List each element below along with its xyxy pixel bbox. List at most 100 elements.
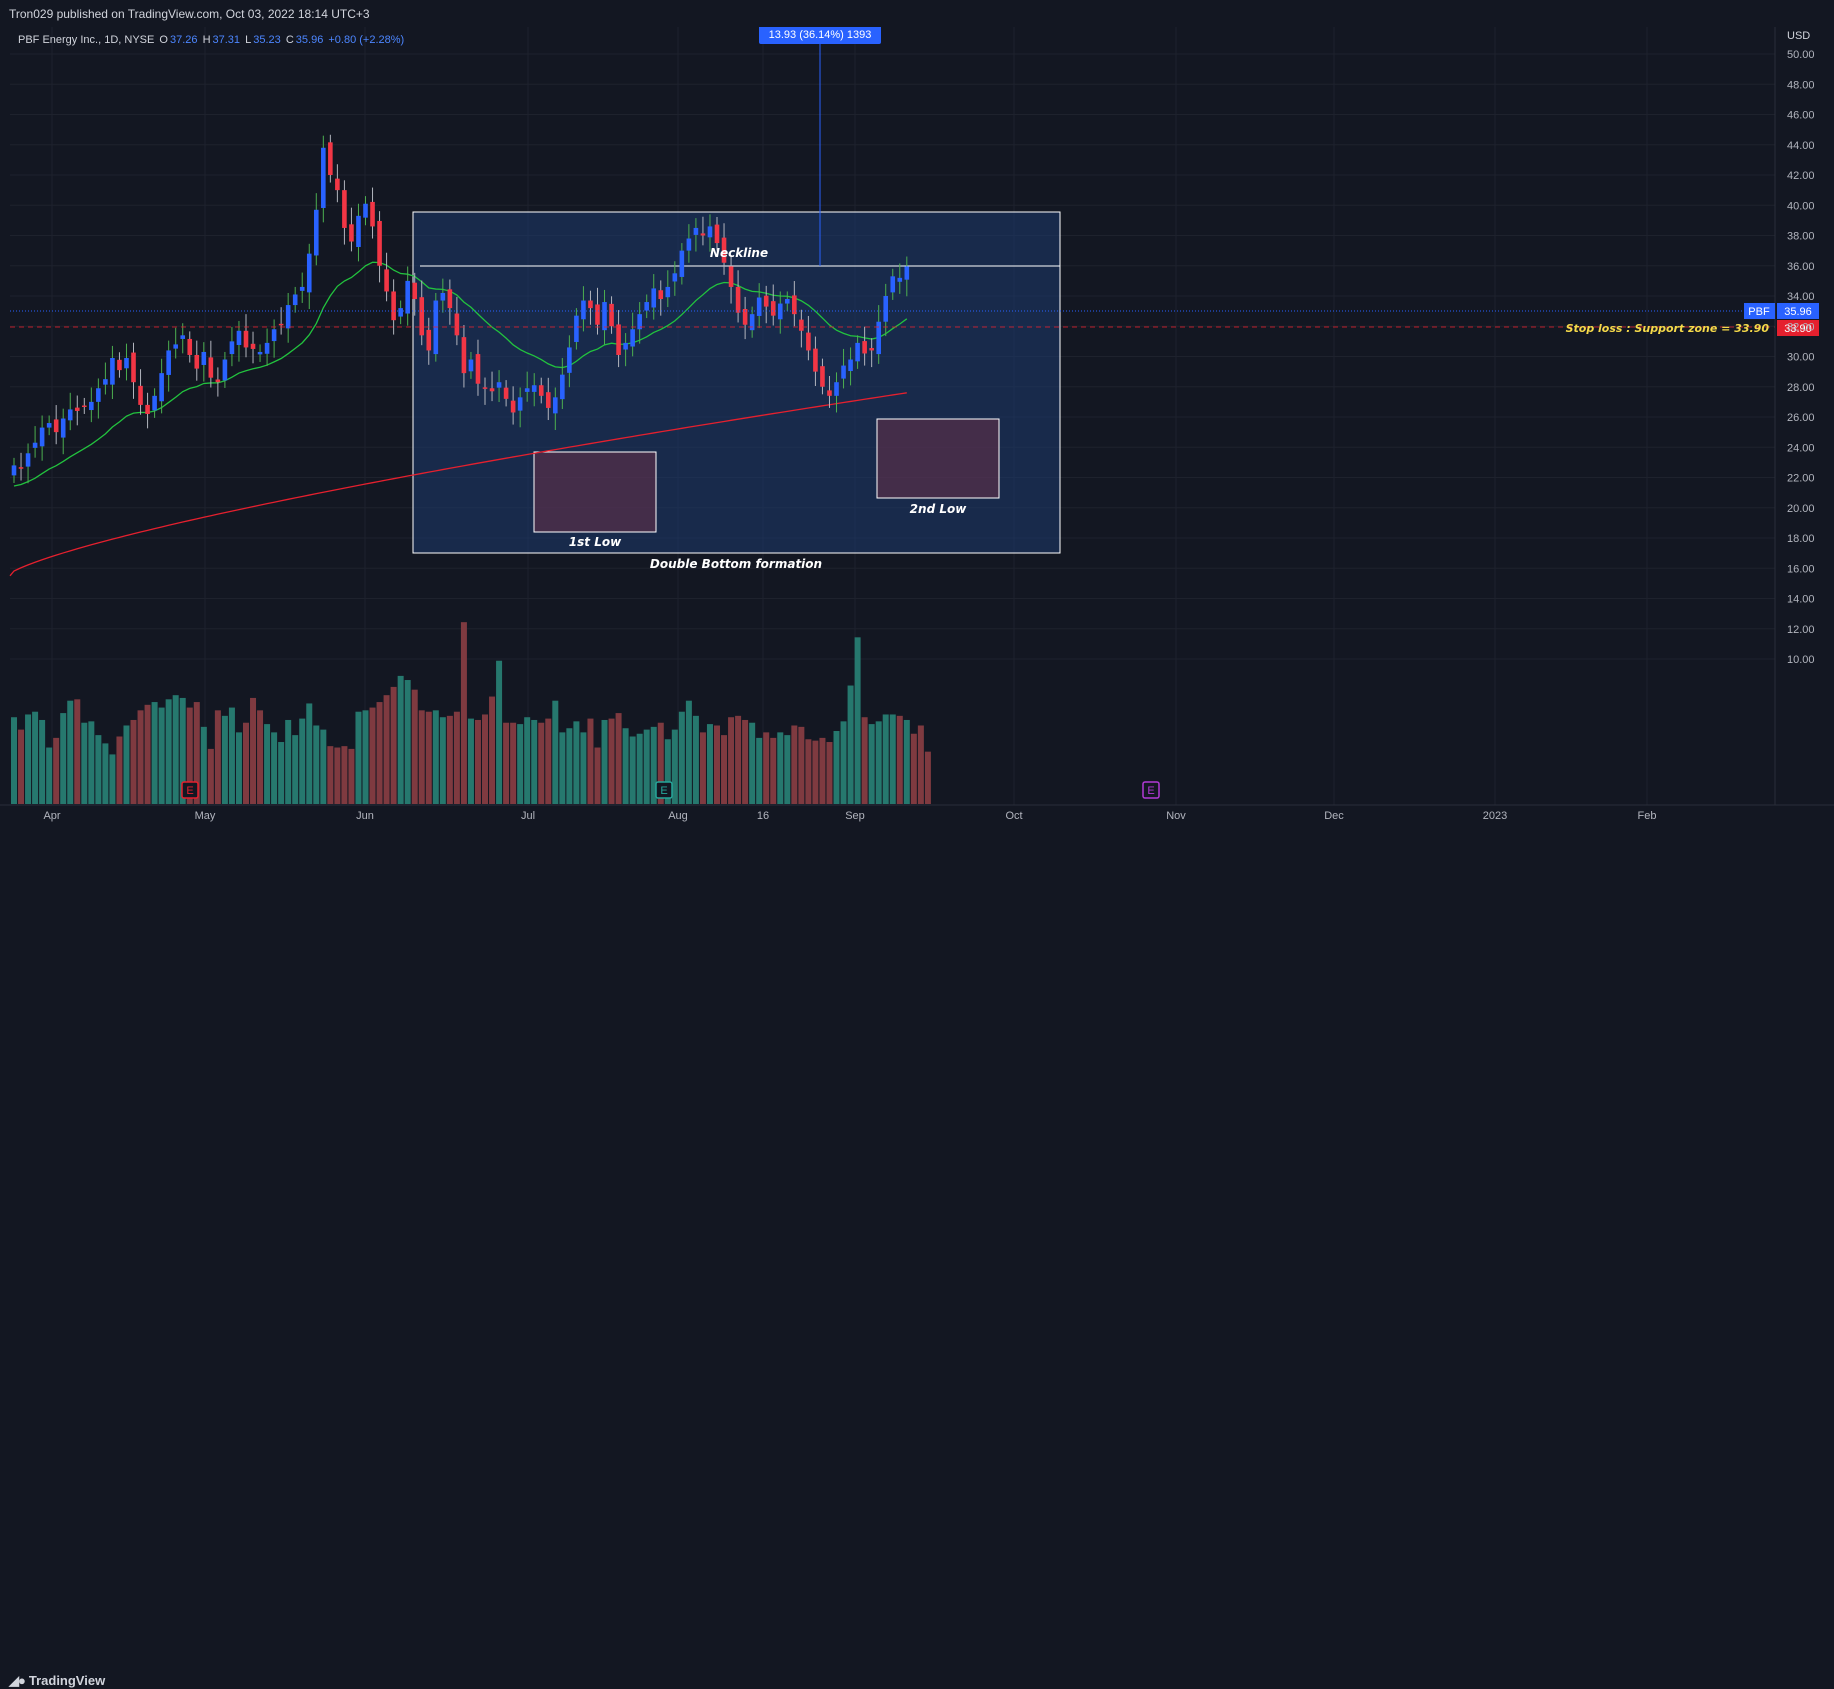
y-ticks: 50.00 48.00 46.00 44.00 42.00 40.00 38.00 36.00… (1787, 49, 1815, 666)
y-tick-label: 22.00 (1787, 473, 1815, 485)
candle-body (299, 286, 305, 291)
y-tick-label: 10.00 (1787, 654, 1815, 666)
candle-body (398, 308, 403, 317)
legend: PBF Energy Inc., 1D, NYSE O 37.26 H 37.31 … (18, 34, 406, 46)
volume-bar (60, 713, 67, 804)
candle-body (503, 387, 509, 399)
volume-bar (439, 717, 446, 804)
candle-body (271, 329, 277, 342)
volume-bar (186, 707, 193, 804)
candle-body (890, 276, 896, 293)
candle-body (679, 250, 685, 277)
y-tick-label: 50.00 (1787, 49, 1815, 61)
price-chart[interactable]: Neckline 1st Low 2nd Low Double Bottom f… (0, 27, 1834, 832)
volume-bar (798, 726, 805, 804)
candle-body (763, 295, 769, 307)
candle-body (524, 388, 530, 392)
last-price-text: 35.96 (1784, 306, 1812, 318)
volume-bar (144, 704, 151, 804)
y-tick-label: 18.00 (1787, 533, 1815, 545)
volume-bar (467, 718, 474, 804)
volume-bar (130, 719, 137, 804)
volume-bar (242, 722, 249, 804)
candle-body (538, 385, 544, 396)
candle-body (180, 335, 186, 339)
candle-body (468, 359, 474, 372)
volume-bar (896, 715, 903, 804)
volume-bar (784, 735, 791, 804)
candles (11, 134, 910, 484)
volume-bar (573, 721, 580, 804)
x-tick-label: Oct (1005, 810, 1022, 822)
candle-body (651, 288, 657, 308)
volume-bar (924, 751, 931, 804)
low-label: L (245, 34, 252, 46)
volume-bar (200, 726, 207, 804)
high-label: H (202, 34, 211, 46)
volume-bar (749, 722, 756, 804)
candle-body (96, 388, 101, 402)
volume-bar (742, 719, 749, 804)
candle-body (264, 342, 270, 354)
price-axis[interactable]: USD PBF 35.96 33.90 (0, 27, 1834, 806)
candle-body (904, 266, 910, 280)
volume-bar (714, 725, 720, 804)
change-value: +0.80 (+2.28%) (328, 34, 405, 46)
volume-bar (692, 715, 699, 804)
high-value: 37.31 (212, 34, 241, 46)
volume-bar (341, 746, 348, 804)
candle-body (827, 390, 832, 396)
volume-bar (95, 735, 102, 804)
candle-body (131, 352, 136, 383)
volume-bar (608, 718, 615, 804)
candle-body (18, 467, 24, 469)
candle-body (813, 348, 818, 372)
y-tick-label: 38.00 (1787, 231, 1815, 243)
volume-bar (496, 660, 503, 804)
volume-bar (510, 722, 517, 804)
moving-averages (9, 261, 908, 577)
tradingview-logo[interactable]: ◢● TradingView (9, 1673, 105, 1689)
candle-body (855, 342, 860, 362)
volume-bar (158, 707, 165, 804)
y-tick-label: 16.00 (1787, 563, 1815, 575)
candle-body (173, 344, 178, 349)
x-tick-label: Jun (356, 810, 374, 822)
volume-bar (446, 715, 453, 804)
candle-body (250, 343, 256, 349)
candle-body (531, 385, 537, 392)
volume-bar (74, 699, 81, 804)
candle-body (67, 409, 73, 421)
candle-body (820, 366, 825, 387)
y-tick-label: 48.00 (1787, 79, 1815, 91)
candle-body (201, 351, 207, 365)
earnings-marker (655, 781, 673, 799)
volume-bar (552, 700, 559, 804)
volume-bar (903, 719, 910, 804)
volume-bar (207, 748, 214, 804)
candle-body (25, 453, 31, 467)
volume-bar (826, 742, 833, 804)
open-label: O (159, 34, 168, 46)
y-tick-label: 40.00 (1787, 200, 1815, 212)
volume-bar (362, 710, 369, 804)
y-tick-label: 42.00 (1787, 170, 1815, 182)
candle-body (510, 400, 516, 413)
symbol-badge (1744, 303, 1775, 319)
volume-bar (453, 711, 460, 804)
volume-bar (763, 732, 770, 804)
candle-body (749, 314, 755, 331)
volume-bar (411, 689, 418, 804)
volume-bar (721, 735, 728, 804)
candle-body (349, 224, 354, 242)
candle-body (356, 215, 361, 247)
volume-bar (214, 710, 221, 804)
candle-body (412, 282, 418, 300)
candle-body (328, 142, 333, 175)
volume-bar (636, 733, 643, 804)
volume-bar (791, 725, 798, 804)
candle-body (848, 359, 853, 372)
measure-badge (759, 27, 881, 44)
volume-bar (622, 728, 629, 804)
